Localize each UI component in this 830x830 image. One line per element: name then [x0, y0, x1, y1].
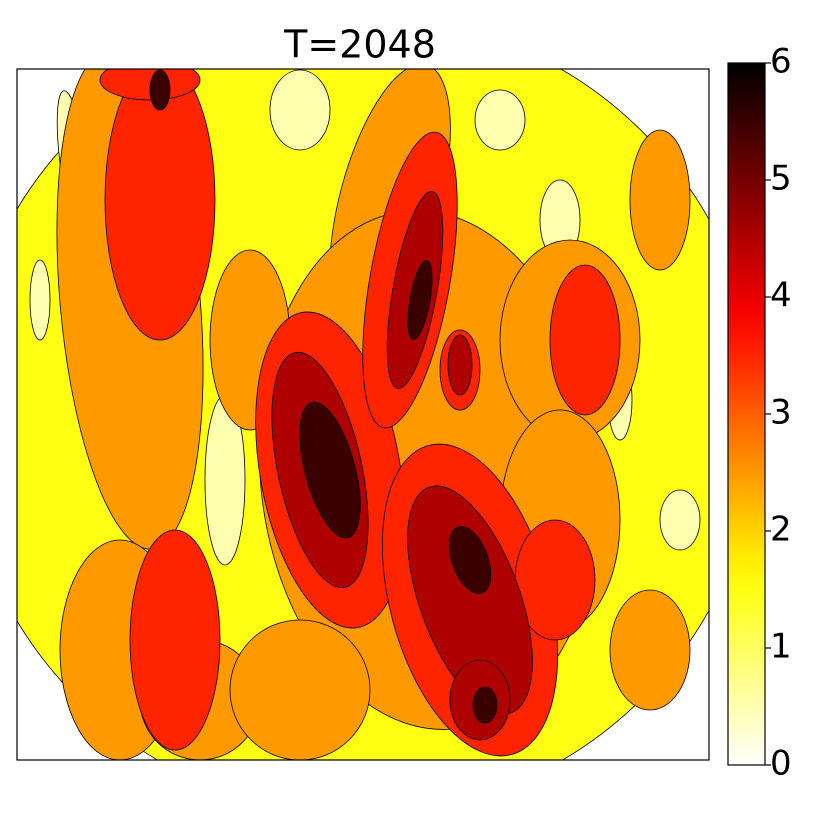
- colorbar-tick-label: 4: [770, 276, 792, 316]
- contour-region: [472, 686, 498, 724]
- colorbar-tick-label: 0: [770, 744, 792, 784]
- contour-region: [659, 489, 701, 551]
- contour-region: [549, 264, 621, 416]
- contour-region: [609, 589, 691, 711]
- colorbar-tick-label: 3: [770, 393, 792, 433]
- contour-region: [149, 69, 171, 111]
- contour-region: [129, 529, 221, 751]
- contour-field: [17, 69, 709, 760]
- chart-title: T=2048: [283, 23, 436, 67]
- plot-frame: [16, 68, 710, 761]
- colorbar-tick-label: 2: [770, 510, 792, 550]
- contour-region: [447, 334, 473, 396]
- colorbar: [727, 62, 766, 766]
- colorbar-tick-label: 6: [770, 42, 792, 82]
- contour-region: [229, 619, 371, 760]
- contour-region: [407, 260, 433, 340]
- colorbar-tick-label: 5: [770, 159, 792, 199]
- colorbar-tick-label: 1: [770, 627, 792, 667]
- contour-region: [29, 259, 51, 341]
- contour-region: [269, 69, 331, 151]
- contour-region: [629, 129, 691, 271]
- contour-region: [407, 485, 533, 715]
- contour-region: [474, 89, 526, 151]
- contour-region: [448, 526, 492, 594]
- contour-region: [104, 69, 216, 341]
- contour-region: [299, 401, 361, 539]
